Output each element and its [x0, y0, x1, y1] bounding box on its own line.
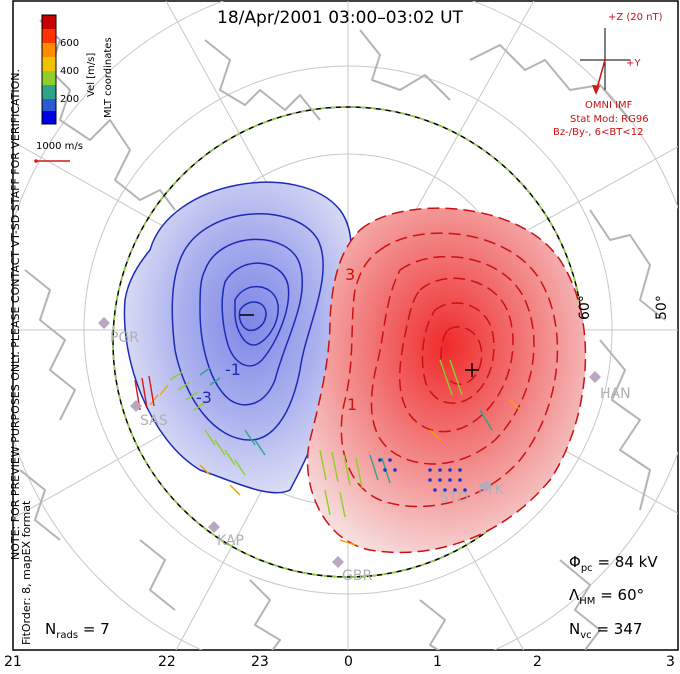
colorbar-swatch	[42, 29, 56, 43]
imf-y-label: +Y	[626, 58, 641, 69]
colorbar	[41, 14, 57, 125]
stat-n-rads: Nrads = 7	[45, 620, 110, 641]
stat-value: = 7	[82, 620, 110, 638]
stat-symbol: N	[569, 620, 581, 638]
vector-scale-label: 1000 m/s	[36, 141, 83, 152]
contour-label: -3	[196, 388, 212, 407]
station-markers	[98, 317, 601, 568]
latitude-label: 60°	[577, 295, 593, 320]
stat-value: = 60°	[600, 586, 645, 604]
stat-lambda-hm: ΛHM = 60°	[569, 586, 644, 607]
vector-scale	[34, 159, 70, 163]
station-label: SAS	[140, 413, 168, 429]
stat-subscript: pc	[580, 563, 593, 574]
stat-symbol: Φ	[569, 553, 581, 571]
colorbar-swatch	[42, 43, 56, 57]
stat-value: = 84 kV	[597, 553, 658, 571]
contour-label: 1	[347, 395, 358, 414]
colorbar-tick: 400	[60, 66, 80, 77]
negative-potential-cell	[123, 181, 352, 494]
page-title: 18/Apr/2001 03:00–03:02 UT	[217, 8, 463, 28]
mlt-axis-label: 3	[666, 654, 675, 670]
imf-z-label: +Z (20 nT)	[608, 12, 663, 23]
stat-subscript: rads	[56, 630, 79, 641]
colorbar-swatch	[42, 71, 56, 85]
imf-clock	[580, 28, 630, 95]
station-label: PYK	[478, 482, 504, 498]
colorbar-swatch	[42, 15, 56, 29]
colorbar-swatch	[42, 57, 56, 71]
imf-condition: Bz-/By-, 6<BT<12	[553, 127, 644, 138]
velocity-vectors	[134, 359, 521, 546]
mlt-axis-label: 22	[158, 654, 176, 670]
stat-symbol: Λ	[569, 586, 580, 604]
stat-n-vc: Nvc = 347	[569, 620, 642, 641]
fit-note: FitOrder: 8, mapEX format	[20, 500, 33, 645]
plot-border	[12, 0, 679, 651]
coordinates-label: MLT coordinates	[103, 37, 114, 118]
mlt-axis-label: 23	[251, 654, 269, 670]
mlt-axis-label: 21	[4, 654, 22, 670]
stat-phi-pc: Φpc = 84 kV	[569, 553, 658, 574]
colorbar-tick: 600	[60, 38, 80, 49]
preview-note: NOTE: FOR PREVIEW PURPOSES ONLY. PLEASE …	[9, 68, 22, 560]
latitude-label: 50°	[654, 295, 670, 320]
imf-source: OMNI IMF	[585, 100, 633, 111]
colorbar-unit-label: Vel [m/s]	[86, 52, 97, 97]
mlt-axis-label: 1	[433, 654, 442, 670]
stat-subscript: HM	[579, 596, 596, 607]
station-label: KAP	[217, 533, 244, 549]
contour-label: -1	[225, 360, 241, 379]
station-label: GBR	[342, 568, 373, 584]
mlt-axis-label: 0	[344, 654, 353, 670]
colorbar-swatch	[42, 99, 56, 111]
station-label: HAN	[600, 386, 631, 402]
colorbar-tick: 200	[60, 94, 80, 105]
mlt-axis-label: 2	[533, 654, 542, 670]
contour-label: 3	[345, 265, 356, 284]
colorbar-swatch	[42, 85, 56, 99]
stat-value: = 347	[596, 620, 643, 638]
station-label: STO	[440, 490, 469, 506]
stat-subscript: vc	[580, 630, 592, 641]
station-label: PGR	[110, 330, 140, 346]
imf-stat-model: Stat Mod: RG96	[570, 114, 649, 125]
stat-symbol: N	[45, 620, 57, 638]
colorbar-swatch	[42, 111, 56, 124]
